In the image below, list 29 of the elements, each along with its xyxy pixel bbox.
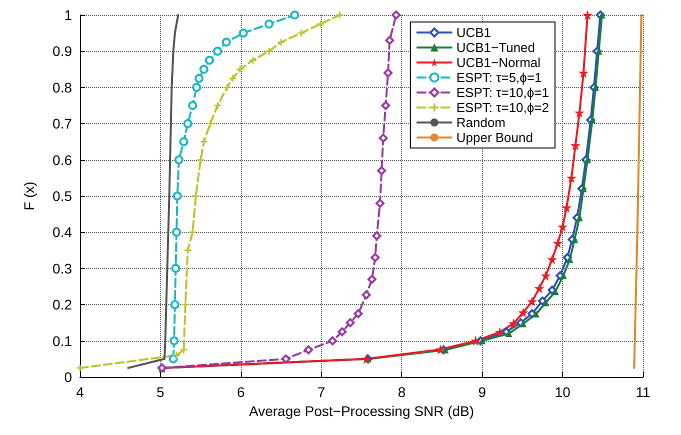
y-tick-label: 0.2: [52, 296, 72, 313]
x-tick-label: 10: [554, 384, 571, 400]
legend-label: UCB1−Tuned: [456, 40, 536, 55]
legend-label: UCB1−Normal: [456, 55, 541, 70]
x-axis-title: Average Post−Processing SNR (dB): [248, 402, 474, 419]
x-tick-label: 6: [236, 384, 245, 400]
legend-label: ESPT: τ=10,ϕ=1: [456, 85, 550, 100]
y-tick-label: 0.9: [52, 43, 72, 60]
x-tick-label: 9: [478, 384, 486, 400]
y-tick-label: 1: [64, 7, 72, 23]
y-tick-label: 0.6: [52, 152, 72, 168]
x-tick-label: 5: [156, 384, 165, 400]
y-tick-label: 0.8: [52, 79, 72, 96]
legend-label: ESPT: τ=5,ϕ=1: [456, 70, 542, 85]
legend-label: Upper Bound: [456, 130, 533, 145]
y-tick-label: 0.7: [52, 116, 72, 132]
legend-label: UCB1: [456, 25, 492, 40]
y-tick-label: 0.5: [52, 188, 72, 204]
x-tick-label: 7: [317, 384, 326, 400]
x-tick-label: 8: [398, 384, 406, 400]
y-tick-label: 0.4: [52, 224, 72, 240]
y-tick-label: 0: [64, 369, 72, 385]
x-tick-label: 11: [636, 384, 650, 400]
y-axis-title: F (x): [21, 182, 37, 210]
legend-label: Random: [456, 115, 506, 130]
legend-label: ESPT: τ=10,ϕ=2: [456, 100, 550, 115]
y-tick-label: 0.1: [52, 332, 72, 349]
y-tick-label: 0.3: [52, 260, 72, 276]
x-tick-label: 4: [76, 384, 84, 400]
